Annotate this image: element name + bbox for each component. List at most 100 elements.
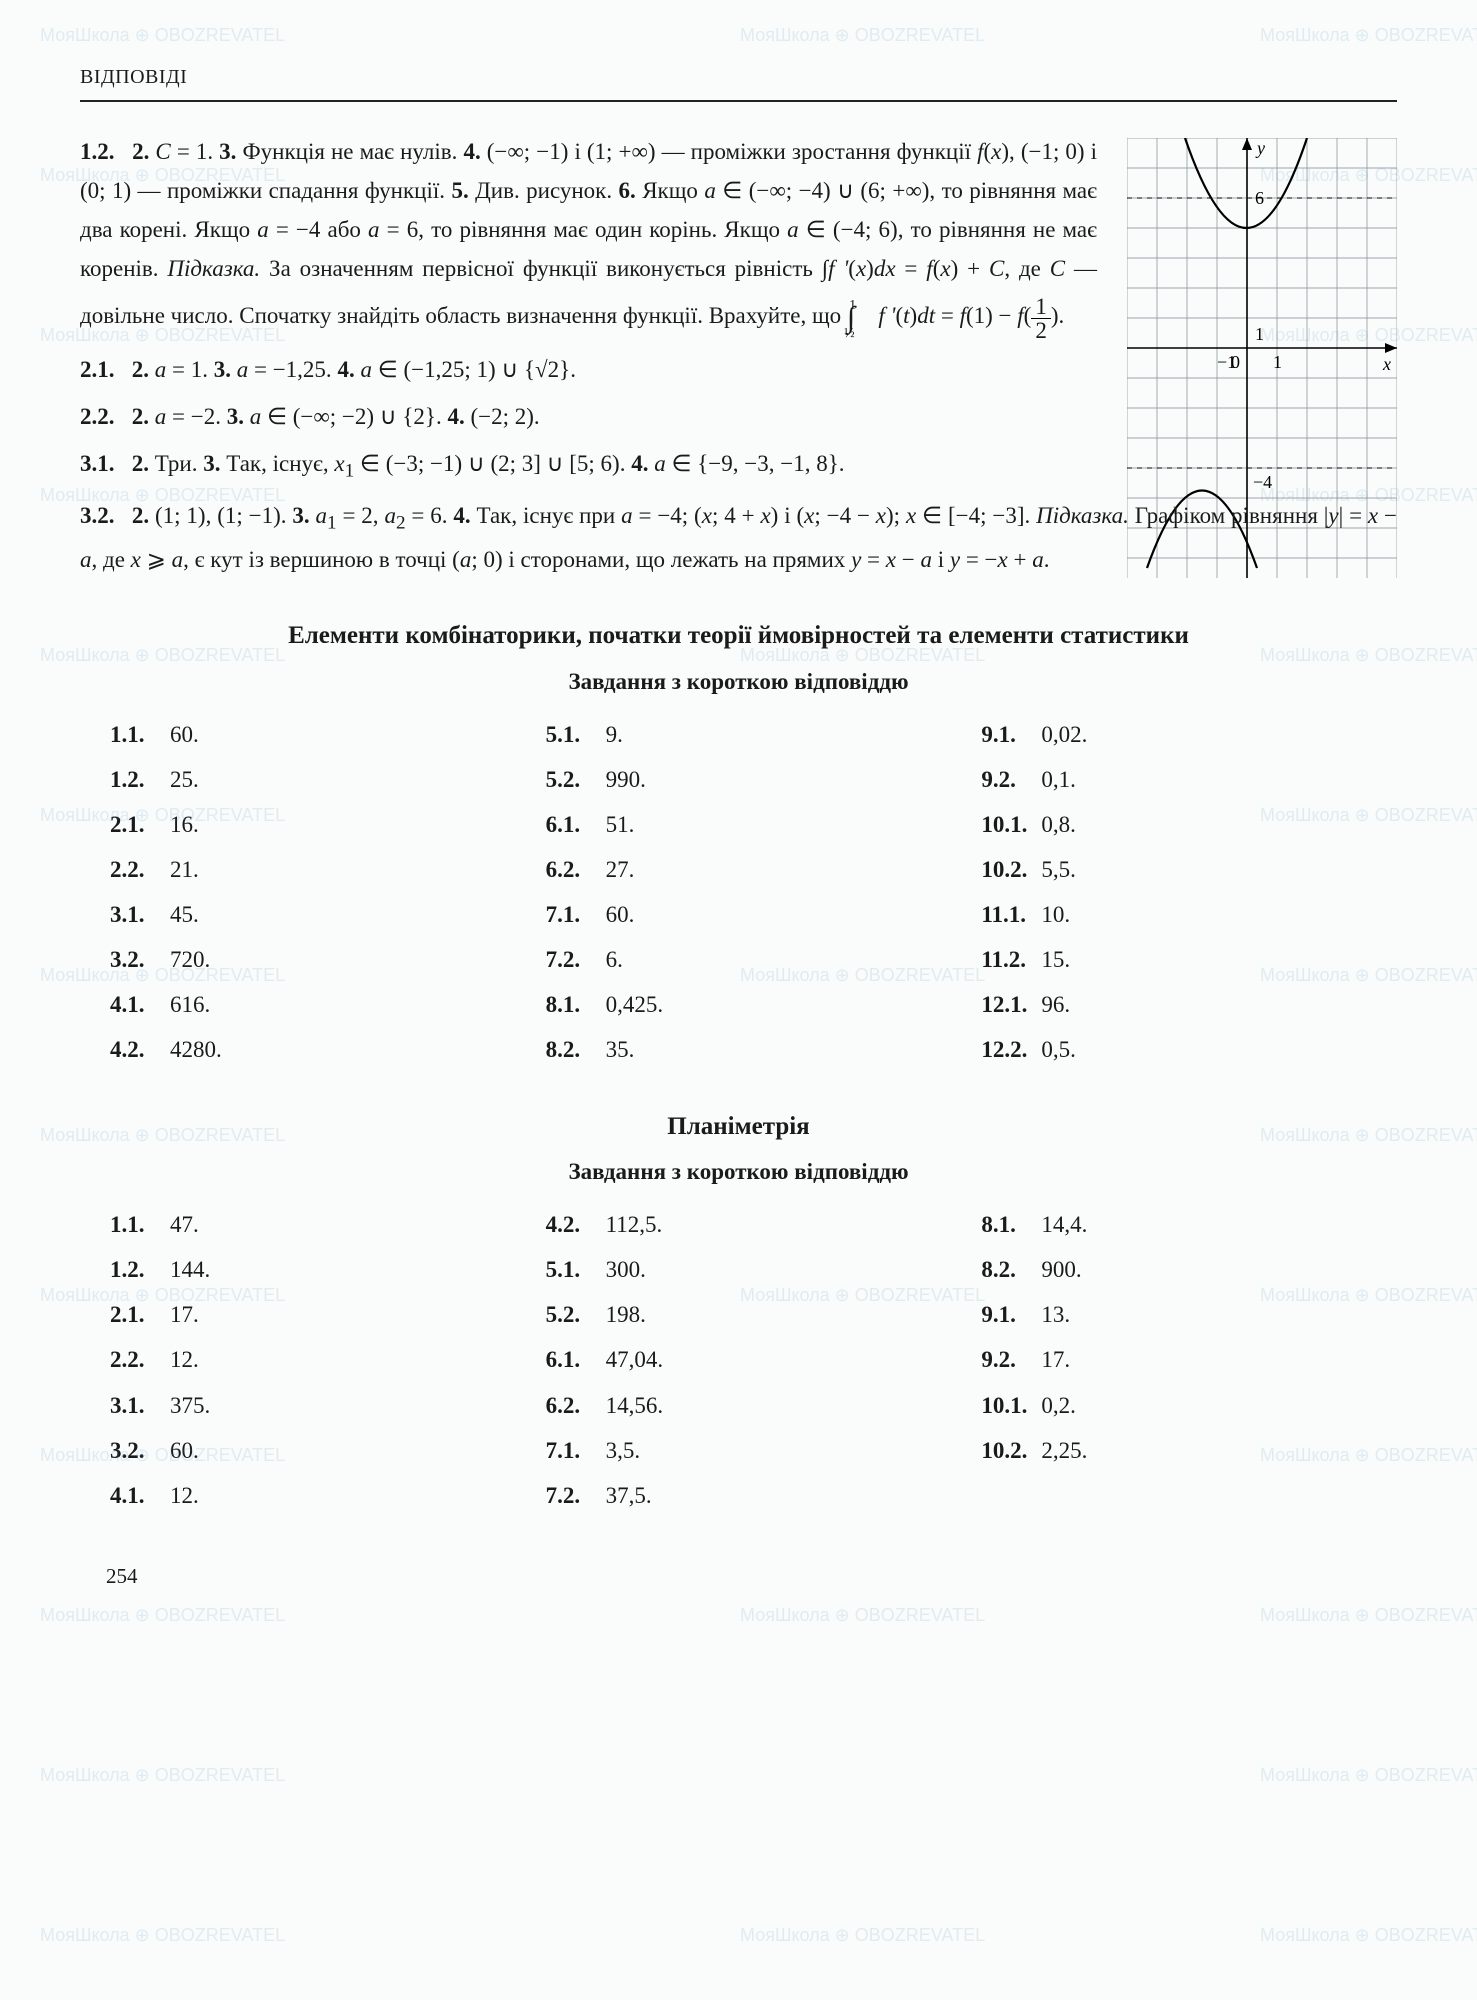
answer-row: 10.1.0,2.: [981, 1386, 1377, 1425]
answer-row: 3.1.375.: [110, 1386, 506, 1425]
answer-value: 13.: [1041, 1295, 1070, 1334]
answer-value: 47,04.: [606, 1340, 664, 1379]
problem-label: 3.2.: [80, 496, 126, 535]
page-number: 254: [106, 1559, 1397, 1595]
answer-row: 10.2.5,5.: [981, 850, 1377, 889]
answer-value: 0,8.: [1041, 805, 1076, 844]
answer-key: 2.2.: [110, 1340, 156, 1379]
answer-row: 8.1.14,4.: [981, 1205, 1377, 1244]
answer-value: 10.: [1041, 895, 1070, 934]
watermark: МояШкола ⊕ OBOZREVATEL: [40, 1600, 285, 1631]
answer-row: 1.2.144.: [110, 1250, 506, 1289]
watermark: МояШкола ⊕ OBOZREVATEL: [1260, 1760, 1477, 1791]
svg-text:y: y: [1255, 138, 1265, 158]
answer-key: 7.2.: [546, 940, 592, 979]
answer-value: 37,5.: [606, 1476, 652, 1515]
answer-column: 1.1.47.1.2.144.2.1.17.2.2.12.3.1.375.3.2…: [110, 1205, 506, 1515]
answer-value: 12.: [170, 1340, 199, 1379]
answer-key: 2.1.: [110, 1295, 156, 1334]
answer-key: 6.2.: [546, 850, 592, 889]
answer-row: 11.2.15.: [981, 940, 1377, 979]
answer-row: 9.1. 13.: [981, 1295, 1377, 1334]
answer-key: 12.1.: [981, 985, 1027, 1024]
answer-row: 4.2.4280.: [110, 1030, 506, 1069]
problem-block-container: 1.2. 2. C = 1. 3. Функція не має нулів. …: [80, 132, 1397, 579]
answer-value: 60.: [170, 1431, 199, 1470]
answer-value: 375.: [170, 1386, 210, 1425]
watermark: МояШкола ⊕ OBOZREVATEL: [740, 1920, 985, 1951]
answer-key: 10.2.: [981, 850, 1027, 889]
problem-item: 3.1. 2. Три. 3. Так, існує, x1 ∈ (−3; −1…: [80, 444, 1397, 488]
answer-row: 7.1. 60.: [546, 895, 942, 934]
answer-row: 1.1.47.: [110, 1205, 506, 1244]
problem-item: 1.2. 2. C = 1. 3. Функція не має нулів. …: [80, 132, 1397, 342]
answer-row: 4.1.12.: [110, 1476, 506, 1515]
answer-key: 1.2.: [110, 1250, 156, 1289]
answer-row: 4.1.616.: [110, 985, 506, 1024]
watermark: МояШкола ⊕ OBOZREVATEL: [740, 20, 985, 51]
answer-value: 0,425.: [606, 985, 664, 1024]
answer-row: 9.1.0,02.: [981, 715, 1377, 754]
answer-key: 9.2.: [981, 1340, 1027, 1379]
answer-column: 4.2.112,5.5.1.300.5.2.198.6.1.47,04.6.2.…: [546, 1205, 942, 1515]
answer-value: 21.: [170, 850, 199, 889]
answer-row: 10.1. 0,8.: [981, 805, 1377, 844]
answer-value: 990.: [606, 760, 646, 799]
answer-key: 8.2.: [546, 1030, 592, 1069]
answer-row: 1.2.25.: [110, 760, 506, 799]
answer-key: 6.2.: [546, 1386, 592, 1425]
watermark: МояШкола ⊕ OBOZREVATEL: [40, 1920, 285, 1951]
watermark: МояШкола ⊕ OBOZREVATEL: [1260, 20, 1477, 51]
answer-key: 2.1.: [110, 805, 156, 844]
answer-key: 9.1.: [981, 1295, 1027, 1334]
answer-value: 4280.: [170, 1030, 222, 1069]
answer-value: 27.: [606, 850, 635, 889]
answer-value: 60.: [170, 715, 199, 754]
section-subtitle: Завдання з короткою відповіддю: [80, 1152, 1397, 1191]
answer-column: 9.1.0,02.9.2.0,1.10.1.0,8.10.2.5,5.11.1.…: [981, 715, 1377, 1070]
answer-row: 5.2.990.: [546, 760, 942, 799]
watermark: МояШкола ⊕ OBOZREVATEL: [40, 1760, 285, 1791]
answer-column: 8.1.14,4. 8.2.900. 9.1. 13. 9.2.17. 10.1.0,2.…: [981, 1205, 1377, 1515]
answer-value: 300.: [606, 1250, 646, 1289]
answer-key: 6.1.: [546, 1340, 592, 1379]
answer-row: 9.2.17.: [981, 1340, 1377, 1379]
answer-value: 51.: [606, 805, 635, 844]
answer-row: 6.1. 47,04.: [546, 1340, 942, 1379]
answer-row: 2.2.21.: [110, 850, 506, 889]
svg-text:6: 6: [1255, 188, 1264, 208]
answer-row: 8.2.900.: [981, 1250, 1377, 1289]
answer-key: 11.2.: [981, 940, 1027, 979]
answer-row: 8.1.0,425.: [546, 985, 942, 1024]
problem-text: 3.2. 2. (1; 1), (1; −1). 3. a1 = 2, a2 =…: [80, 496, 1397, 579]
answer-column: 5.1.9.5.2.990.6.1.51.6.2.27.7.1.60.7.2.6…: [546, 715, 942, 1070]
answer-grid: 1.1.47.1.2.144.2.1.17.2.2.12.3.1.375.3.2…: [110, 1205, 1377, 1515]
answer-row: 3.1.45.: [110, 895, 506, 934]
running-head: ВІДПОВІДІ: [80, 60, 1397, 94]
answer-value: 60.: [606, 895, 635, 934]
answer-key: 5.1.: [546, 1250, 592, 1289]
answer-value: 2,25.: [1041, 1431, 1087, 1470]
answer-value: 45.: [170, 895, 199, 934]
answer-key: 7.1.: [546, 895, 592, 934]
answer-value: 198.: [606, 1295, 646, 1334]
answer-key: 10.1.: [981, 1386, 1027, 1425]
answer-row: 5.1.9.: [546, 715, 942, 754]
answer-row: 10.2.2,25.: [981, 1431, 1377, 1470]
watermark: МояШкола ⊕ OBOZREVATEL: [40, 20, 285, 51]
watermark: МояШкола ⊕ OBOZREVATEL: [740, 1600, 985, 1631]
answer-value: 0,02.: [1041, 715, 1087, 754]
answer-row: 12.1.96.: [981, 985, 1377, 1024]
watermark: МояШкола ⊕ OBOZREVATEL: [1260, 1600, 1477, 1631]
answer-row: 7.2.6.: [546, 940, 942, 979]
answer-key: 4.2.: [546, 1205, 592, 1244]
answer-row: 9.2.0,1.: [981, 760, 1377, 799]
answer-row: 4.2.112,5.: [546, 1205, 942, 1244]
answer-key: 7.2.: [546, 1476, 592, 1515]
answer-value: 720.: [170, 940, 210, 979]
answer-value: 0,5.: [1041, 1030, 1076, 1069]
answer-value: 9.: [606, 715, 623, 754]
problem-text: 3.1. 2. Три. 3. Так, існує, x1 ∈ (−3; −1…: [80, 444, 1397, 488]
answer-row: 7.2. 37,5.: [546, 1476, 942, 1515]
answer-key: 10.1.: [981, 805, 1027, 844]
